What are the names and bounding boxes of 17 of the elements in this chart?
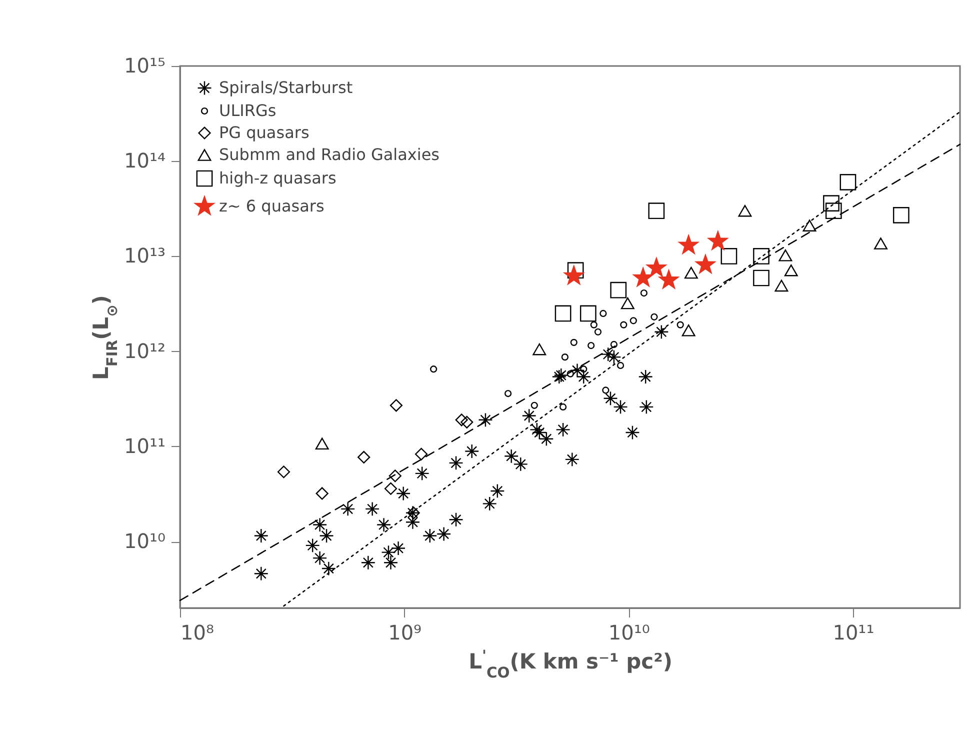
x-tick-label: 10¹⁰ [608, 620, 650, 644]
y-tick-label: 10¹³ [124, 244, 166, 268]
legend-label: Spirals/Starburst [219, 78, 353, 97]
legend-label: high-z quasars [219, 168, 336, 188]
y-tick-label: 10¹² [124, 338, 166, 363]
legend-label: z~ 6 quasars [219, 196, 324, 216]
x-tick-label: 10¹¹ [832, 620, 874, 644]
x-axis-title: L$^{'}$$_{CO}$(K km s⁻¹ pc²) [468, 647, 672, 681]
y-tick-label: 10¹⁰ [124, 529, 166, 554]
legend-label: PG quasars [219, 123, 310, 142]
legend-label: Submm and Radio Galaxies [219, 145, 440, 164]
x-tick-label: 10⁸ [180, 620, 214, 644]
y-tick-label: 10¹¹ [124, 434, 166, 458]
x-tick-label: 10⁹ [388, 620, 422, 644]
y-tick-label: 10¹⁴ [124, 148, 166, 173]
legend-label: ULIRGs [219, 101, 276, 120]
y-tick-label: 10¹⁵ [124, 54, 166, 78]
